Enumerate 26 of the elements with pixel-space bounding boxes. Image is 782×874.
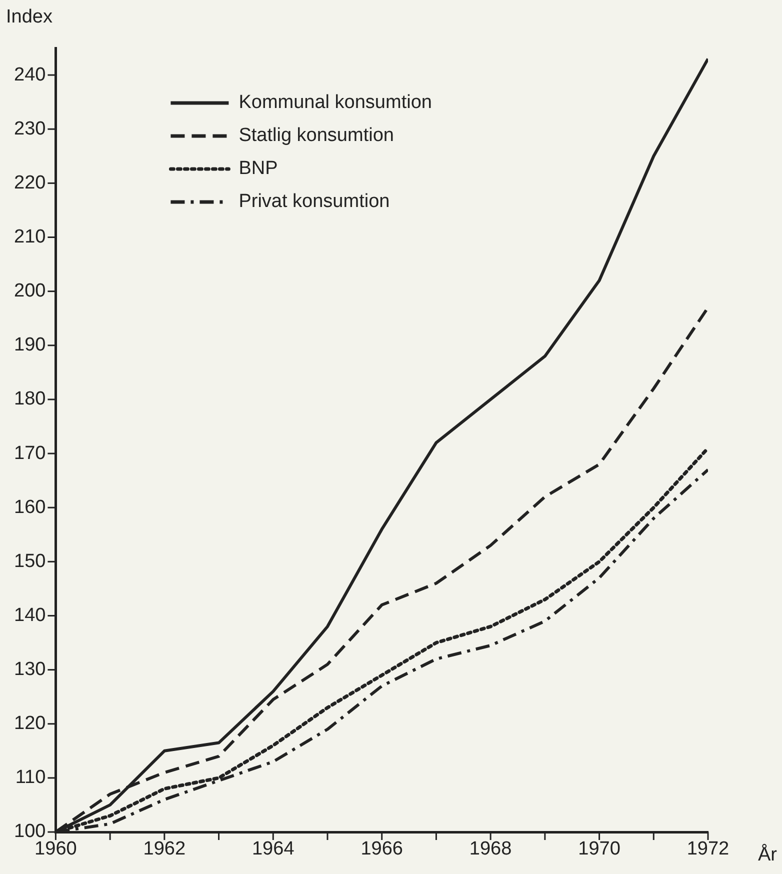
legend-label: BNP xyxy=(238,158,278,180)
legend-label: Kommunal konsumtion xyxy=(238,92,432,114)
y-tick-label: 160 xyxy=(14,496,46,518)
y-tick-label: 120 xyxy=(14,713,46,734)
y-tick-label: 220 xyxy=(14,172,46,194)
x-tick-label: 1968 xyxy=(469,838,512,860)
y-tick-label: 110 xyxy=(15,767,46,788)
legend-label: Statlig konsumtion xyxy=(238,125,394,146)
x-tick-label: 1964 xyxy=(252,838,295,860)
y-tick-label: 180 xyxy=(14,388,46,410)
y-tick-label: 130 xyxy=(14,659,46,680)
y-tick-label: 230 xyxy=(14,118,46,140)
y-tick-label: 210 xyxy=(14,226,46,248)
x-tick-label: 1972 xyxy=(686,838,730,860)
x-tick-label: 1966 xyxy=(360,838,403,860)
legend-label: Privat konsumtion xyxy=(238,191,390,212)
y-tick-label: 140 xyxy=(14,604,46,626)
y-tick-label: 170 xyxy=(14,442,46,464)
x-axis-title: År xyxy=(758,844,778,866)
x-tick-label: 1962 xyxy=(143,838,186,860)
y-axis-title: Index xyxy=(6,6,53,28)
y-tick-label: 240 xyxy=(14,64,46,86)
y-tick-label: 190 xyxy=(14,334,46,356)
x-tick-label: 1970 xyxy=(578,838,620,860)
y-tick-label: 200 xyxy=(14,280,46,302)
y-tick-label: 150 xyxy=(14,550,46,572)
